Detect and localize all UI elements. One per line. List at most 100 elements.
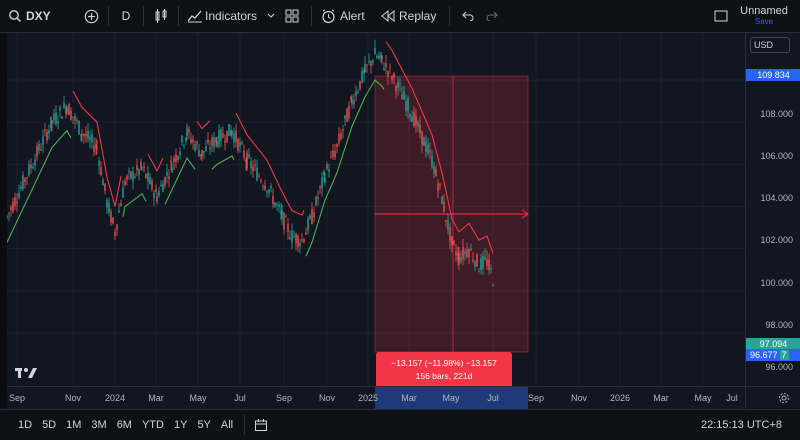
candle-body <box>87 130 89 140</box>
candle-body <box>372 60 374 63</box>
candle-body <box>233 133 235 143</box>
templates-icon[interactable] <box>279 0 305 32</box>
candle-body <box>130 171 132 179</box>
indicators-icon[interactable] <box>185 0 205 32</box>
candle-body <box>313 211 315 218</box>
candle-body <box>262 185 264 187</box>
save-label[interactable]: Save <box>754 17 774 26</box>
candle-body <box>57 121 59 124</box>
candle-body <box>185 137 187 142</box>
price-label: 104.000 <box>760 193 793 203</box>
high-price-badge: 109.834 <box>746 69 800 81</box>
candle-body <box>425 141 427 152</box>
layout-icon[interactable] <box>710 0 732 32</box>
measure-change: −13.157 (−11.98%) −13.157 <box>391 358 497 368</box>
candle-body <box>431 156 433 168</box>
divider <box>449 6 450 26</box>
divider <box>108 6 109 26</box>
candle-body <box>401 94 403 100</box>
indicators-button[interactable]: Indicators <box>205 9 258 23</box>
interval-button[interactable]: D <box>121 9 131 23</box>
candle-body <box>177 155 179 160</box>
candle-body <box>74 115 76 121</box>
candle-body <box>128 170 130 172</box>
undo-icon[interactable] <box>456 0 480 32</box>
alert-icon[interactable] <box>318 0 338 32</box>
date-range-icon[interactable] <box>251 418 271 432</box>
chart-pane[interactable]: −13.157 (−11.98%) −13.157 156 bars, 221d <box>7 33 745 388</box>
settings-gear-icon[interactable] <box>778 392 790 404</box>
candle-body <box>457 253 459 260</box>
candle-body <box>194 144 196 151</box>
price-chart[interactable] <box>7 33 745 386</box>
candle-body <box>289 237 291 240</box>
candle-body <box>239 141 241 147</box>
candle-body <box>399 84 401 86</box>
time-label: May <box>442 393 460 403</box>
range-3m[interactable]: 3M <box>91 419 107 431</box>
candle-body <box>207 140 209 143</box>
candle-body <box>145 174 147 178</box>
replay-icon[interactable] <box>378 0 398 32</box>
candle-body <box>380 52 382 58</box>
range-5d[interactable]: 5D <box>42 419 57 431</box>
candle-body <box>393 73 395 78</box>
candle-body <box>156 196 158 202</box>
candle-body <box>403 91 405 100</box>
redo-icon[interactable] <box>480 0 504 32</box>
candle-body <box>268 189 270 193</box>
layout-name[interactable]: Unnamed Save <box>736 5 792 27</box>
candle-body <box>370 61 372 67</box>
candle-body <box>151 180 153 190</box>
candle-body <box>42 136 44 146</box>
candle-body <box>231 131 233 135</box>
candle-body <box>359 80 361 89</box>
candles-icon[interactable] <box>150 0 172 32</box>
measure-price-value: 96.677 <box>750 350 778 360</box>
chevron-down-icon[interactable] <box>263 0 279 32</box>
candle-body <box>395 85 397 92</box>
range-all[interactable]: All <box>220 419 234 431</box>
candle-body <box>311 209 313 225</box>
candle-body <box>490 268 492 270</box>
candle-body <box>458 253 460 264</box>
candle-body <box>405 101 407 111</box>
replay-button[interactable]: Replay <box>399 9 437 23</box>
candle-body <box>342 129 344 131</box>
candle-body <box>59 106 61 111</box>
candle-body <box>293 236 295 238</box>
candle-body <box>16 201 18 204</box>
candle-body <box>409 114 411 118</box>
candle-body <box>383 68 385 71</box>
range-1y[interactable]: 1Y <box>173 419 188 431</box>
candle-body <box>245 160 247 163</box>
candle-body <box>338 134 340 143</box>
axis-corner <box>745 386 800 408</box>
range-6m[interactable]: 6M <box>116 419 132 431</box>
candle-body <box>462 246 464 259</box>
symbol-name[interactable]: DXY <box>26 9 51 23</box>
time-label: Nov <box>318 393 336 403</box>
price-axis[interactable]: USD 108.000 106.000 104.000 102.000 100.… <box>745 33 800 386</box>
candle-body <box>8 212 10 214</box>
candle-body <box>254 164 256 167</box>
range-5y[interactable]: 5Y <box>197 419 211 431</box>
search-icon[interactable] <box>4 0 26 32</box>
candle-body <box>222 133 224 138</box>
candle-body <box>472 259 474 261</box>
currency-select[interactable]: USD <box>750 37 790 53</box>
time-label: Mar <box>653 393 669 403</box>
candle-body <box>357 91 359 93</box>
time-axis[interactable]: Sep Nov 2024 Mar May Jul Sep Nov 2025 Ma… <box>7 386 745 409</box>
candle-body <box>143 166 145 169</box>
add-symbol-icon[interactable] <box>80 0 102 32</box>
candle-body <box>158 191 160 197</box>
candle-body <box>250 161 252 168</box>
candle-body <box>435 168 437 176</box>
alert-button[interactable]: Alert <box>340 9 365 23</box>
range-1d[interactable]: 1D <box>18 419 33 431</box>
range-1m[interactable]: 1M <box>66 419 82 431</box>
range-ytd[interactable]: YTD <box>141 419 164 431</box>
candle-body <box>486 258 488 266</box>
clock-display[interactable]: 22:15:13 UTC+8 <box>700 419 782 431</box>
